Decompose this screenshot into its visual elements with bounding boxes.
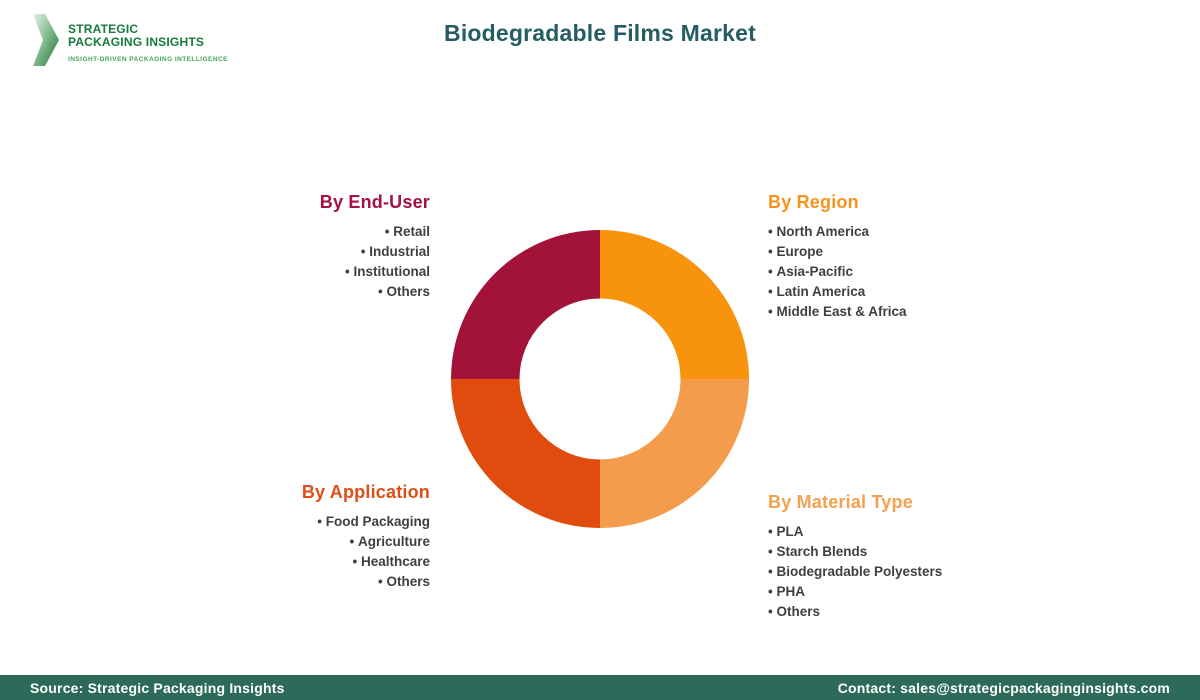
- list-item: PLA: [768, 522, 942, 542]
- section-region-list: North America Europe Asia-Pacific Latin …: [768, 222, 907, 322]
- section-application-list: Food Packaging Agriculture Healthcare Ot…: [302, 512, 430, 592]
- donut-hole: [519, 298, 681, 460]
- logo-chevron-icon: [33, 14, 59, 66]
- list-item: Agriculture: [302, 532, 430, 552]
- section-region-heading: By Region: [768, 192, 859, 212]
- page-title: Biodegradable Films Market: [444, 20, 756, 46]
- section-region: By Region North America Europe Asia-Paci…: [768, 192, 907, 322]
- list-item: Others: [768, 602, 942, 622]
- logo-tagline: INSIGHT-DRIVEN PACKAGING INTELLIGENCE: [68, 56, 228, 63]
- logo-text: STRATEGIC PACKAGING INSIGHTS INSIGHT-DRI…: [68, 14, 228, 64]
- list-item: Retail: [320, 222, 430, 242]
- brand-logo: STRATEGIC PACKAGING INSIGHTS INSIGHT-DRI…: [33, 14, 228, 66]
- list-item: Biodegradable Polyesters: [768, 562, 942, 582]
- list-item: Food Packaging: [302, 512, 430, 532]
- list-item: Latin America: [768, 282, 907, 302]
- section-material-type-heading: By Material Type: [768, 492, 913, 512]
- list-item: Starch Blends: [768, 542, 942, 562]
- list-item: Others: [320, 282, 430, 302]
- list-item: North America: [768, 222, 907, 242]
- section-end-user-heading: By End-User: [319, 192, 430, 212]
- donut-chart: [451, 230, 749, 528]
- footer-contact-text: Contact: sales@strategicpackaginginsight…: [837, 679, 1170, 696]
- list-item: Middle East & Africa: [768, 302, 906, 322]
- section-end-user: By End-User Retail Industrial Institutio…: [320, 192, 430, 302]
- list-item: Healthcare: [302, 552, 430, 572]
- section-material-type-list: PLA Starch Blends Biodegradable Polyeste…: [768, 522, 942, 622]
- list-item: Others: [302, 572, 430, 592]
- section-application: By Application Food Packaging Agricultur…: [302, 482, 430, 592]
- logo-title-line1: STRATEGIC: [68, 22, 139, 36]
- section-end-user-list: Retail Industrial Institutional Others: [320, 222, 431, 302]
- list-item: PHA: [768, 582, 942, 602]
- list-item: Europe: [768, 242, 907, 262]
- list-item: Institutional: [320, 262, 431, 282]
- footer-source-text: Source: Strategic Packaging Insights: [30, 679, 285, 696]
- footer-bar: Source: Strategic Packaging Insights Con…: [0, 675, 1200, 700]
- list-item: Asia-Pacific: [768, 262, 907, 282]
- list-item: Industrial: [320, 242, 430, 262]
- section-application-heading: By Application: [301, 482, 430, 502]
- section-material-type: By Material Type PLA Starch Blends Biode…: [768, 492, 942, 622]
- logo-title-line2: PACKAGING INSIGHTS: [68, 35, 205, 49]
